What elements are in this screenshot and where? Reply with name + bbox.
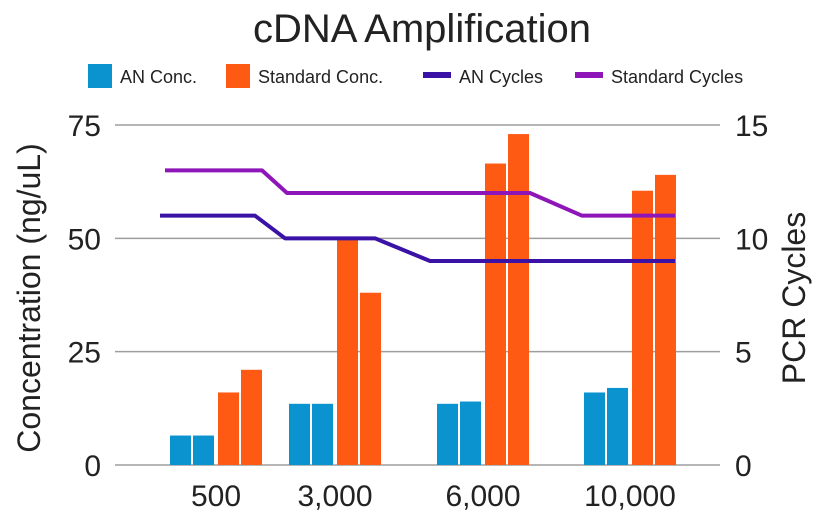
legend-label: AN Cycles bbox=[459, 67, 543, 87]
bar bbox=[632, 190, 653, 465]
right-tick-label: 0 bbox=[735, 450, 752, 483]
legend: AN Conc. Standard Conc. AN Cycles Standard … bbox=[88, 64, 743, 88]
left-tick-label: 50 bbox=[68, 223, 101, 256]
legend-swatch bbox=[423, 72, 451, 78]
left-tick-label: 25 bbox=[68, 337, 101, 370]
bar bbox=[607, 387, 628, 465]
legend-label: Standard Cycles bbox=[611, 67, 743, 87]
bar bbox=[170, 435, 191, 465]
bar bbox=[485, 163, 506, 466]
legend-item: Standard Cycles bbox=[575, 67, 743, 87]
bars bbox=[170, 134, 676, 466]
legend-swatch bbox=[88, 64, 112, 88]
left-axis-ticks: 0 25 50 75 bbox=[68, 110, 101, 483]
right-axis-title: PCR Cycles bbox=[776, 212, 812, 384]
bar bbox=[337, 238, 358, 465]
right-axis-ticks: 0 5 10 15 bbox=[735, 110, 768, 483]
bar bbox=[655, 174, 676, 465]
right-tick-label: 15 bbox=[735, 110, 768, 143]
bar bbox=[241, 369, 262, 465]
bar bbox=[460, 401, 481, 465]
bar bbox=[193, 435, 214, 465]
x-tick-label: 3,000 bbox=[297, 480, 372, 513]
bar bbox=[360, 292, 381, 465]
bar bbox=[312, 403, 333, 465]
legend-swatch bbox=[575, 72, 603, 78]
bar bbox=[584, 392, 605, 465]
x-axis-ticks: 500 3,000 6,000 10,000 bbox=[191, 480, 676, 513]
left-tick-label: 75 bbox=[68, 110, 101, 143]
chart-title: cDNA Amplification bbox=[253, 7, 591, 51]
grid bbox=[115, 124, 720, 466]
left-tick-label: 0 bbox=[84, 450, 101, 483]
left-axis-title: Concentration (ng/uL) bbox=[11, 143, 47, 453]
bar bbox=[218, 392, 239, 465]
legend-label: AN Conc. bbox=[120, 67, 197, 87]
x-tick-label: 500 bbox=[191, 480, 241, 513]
right-tick-label: 5 bbox=[735, 337, 752, 370]
bar bbox=[289, 403, 310, 465]
x-tick-label: 6,000 bbox=[445, 480, 520, 513]
legend-item: AN Cycles bbox=[423, 67, 543, 87]
series-line bbox=[160, 213, 675, 263]
x-tick-label: 10,000 bbox=[584, 480, 676, 513]
legend-label: Standard Conc. bbox=[258, 67, 383, 87]
legend-item: Standard Conc. bbox=[226, 64, 383, 88]
series-line bbox=[165, 168, 675, 218]
lines bbox=[160, 168, 675, 263]
right-tick-label: 10 bbox=[735, 223, 768, 256]
legend-item: AN Conc. bbox=[88, 64, 197, 88]
bar bbox=[437, 403, 458, 465]
bar bbox=[508, 134, 529, 466]
legend-swatch bbox=[226, 64, 250, 88]
